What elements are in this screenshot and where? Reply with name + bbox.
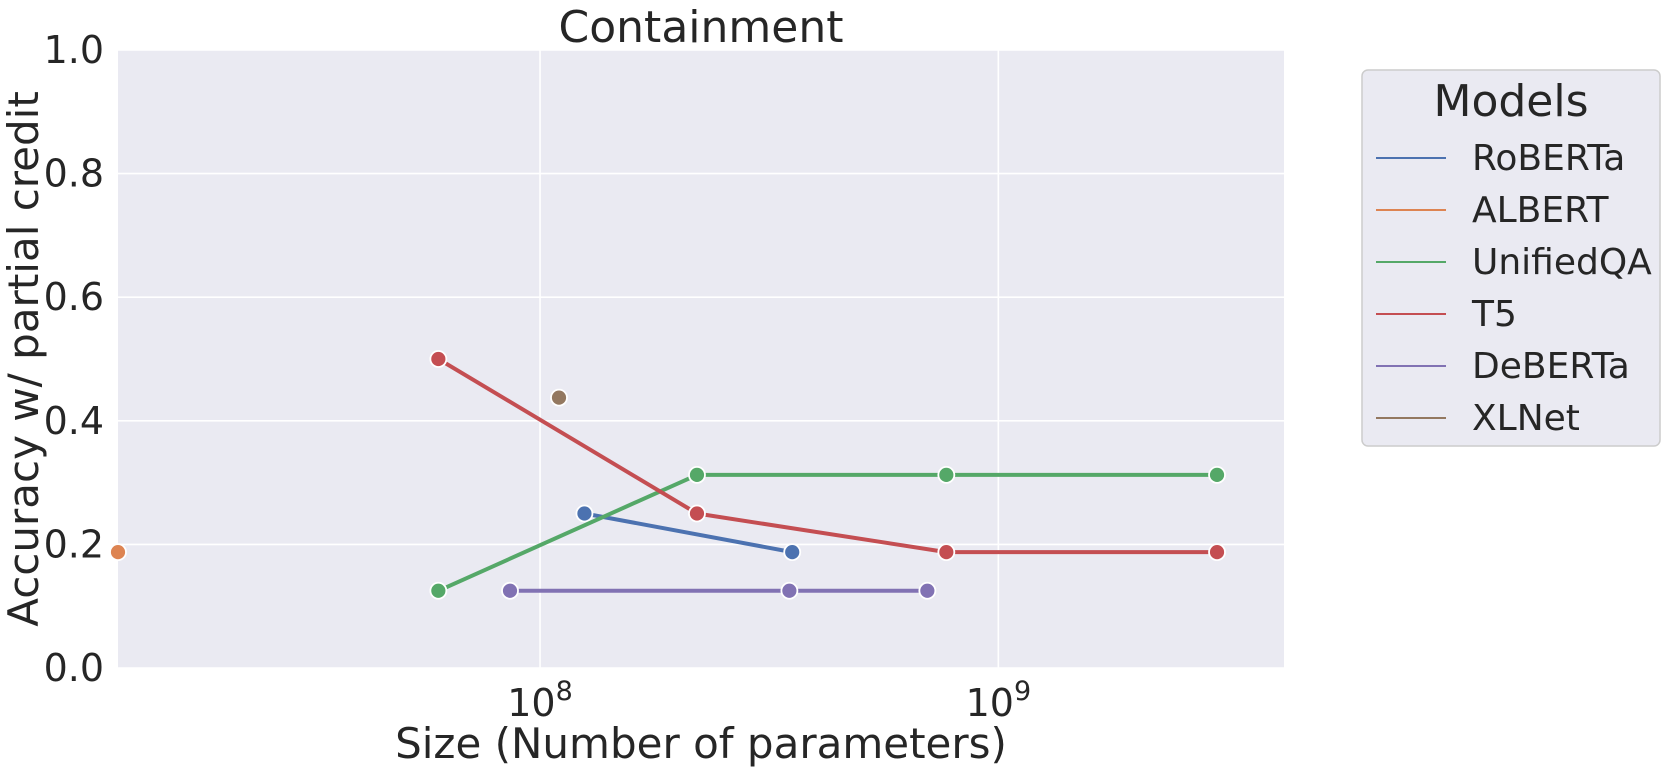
legend-item-xlnet: XLNet xyxy=(1376,398,1580,439)
x-tick-label: 108 xyxy=(507,676,573,725)
x-tick-label: 109 xyxy=(966,676,1032,725)
x-tick-labels: 108 109 xyxy=(507,676,1031,725)
series-line-unifiedqa xyxy=(436,472,1219,593)
legend-item-t5: T5 xyxy=(1376,294,1517,335)
y-tick-labels: 0.0 0.2 0.4 0.6 0.8 1.0 xyxy=(44,28,104,690)
plot-area xyxy=(118,50,1284,668)
data-point-roberta xyxy=(575,504,594,523)
data-point-t5 xyxy=(937,543,956,562)
series-line-roberta xyxy=(582,511,795,555)
y-axis-title: Accuracy w/ partial credit xyxy=(0,91,48,627)
series-unifiedqa xyxy=(429,465,1226,600)
series-albert xyxy=(109,543,127,562)
series-line-t5 xyxy=(436,357,1219,555)
legend-item-deberta: DeBERTa xyxy=(1376,346,1630,387)
legend-box xyxy=(1361,69,1661,447)
y-tick-label: 0.4 xyxy=(44,399,104,443)
legend-items: RoBERTa ALBERT UnifiedQA T5 DeBERTa XLNet xyxy=(1376,138,1652,439)
legend-label: RoBERTa xyxy=(1472,138,1625,179)
legend-label: UnifiedQA xyxy=(1472,242,1652,283)
legend-item-albert: ALBERT xyxy=(1376,190,1610,231)
legend-label: ALBERT xyxy=(1472,190,1610,231)
data-point-deberta xyxy=(501,581,519,600)
series-roberta xyxy=(575,504,802,562)
y-tick-label: 0.2 xyxy=(44,522,104,566)
data-point-xlnet xyxy=(550,388,568,407)
legend-item-roberta: RoBERTa xyxy=(1376,138,1625,179)
grid xyxy=(118,49,1284,669)
legend: Models RoBERTa ALBERT UnifiedQA T5 DeBERTa XL… xyxy=(1361,69,1661,447)
data-point-t5 xyxy=(429,350,448,368)
data-point-unifiedqa xyxy=(688,465,706,484)
data-point-albert xyxy=(109,543,127,562)
data-point-deberta xyxy=(780,581,799,600)
legend-label: XLNet xyxy=(1472,398,1580,439)
legend-label: T5 xyxy=(1471,294,1517,335)
y-tick-label: 1.0 xyxy=(44,28,104,72)
series-layer xyxy=(109,350,1226,600)
y-tick-label: 0.8 xyxy=(44,152,104,196)
series-t5 xyxy=(429,350,1226,562)
y-tick-label: 0.6 xyxy=(44,275,104,319)
x-axis-title: Size (Number of parameters) xyxy=(395,719,1007,768)
legend-title: Models xyxy=(1433,76,1588,127)
chart-title: Containment xyxy=(559,2,844,53)
data-point-t5 xyxy=(688,504,706,523)
data-point-roberta xyxy=(783,543,802,562)
data-point-unifiedqa xyxy=(429,581,448,600)
series-deberta xyxy=(501,581,937,600)
legend-label: DeBERTa xyxy=(1472,346,1630,387)
data-point-unifiedqa xyxy=(1208,465,1226,484)
data-point-unifiedqa xyxy=(937,465,956,484)
legend-item-unifiedqa: UnifiedQA xyxy=(1376,242,1652,283)
data-point-t5 xyxy=(1208,543,1226,562)
y-tick-label: 0.0 xyxy=(44,646,104,690)
data-point-deberta xyxy=(918,581,937,600)
series-xlnet xyxy=(550,388,568,407)
